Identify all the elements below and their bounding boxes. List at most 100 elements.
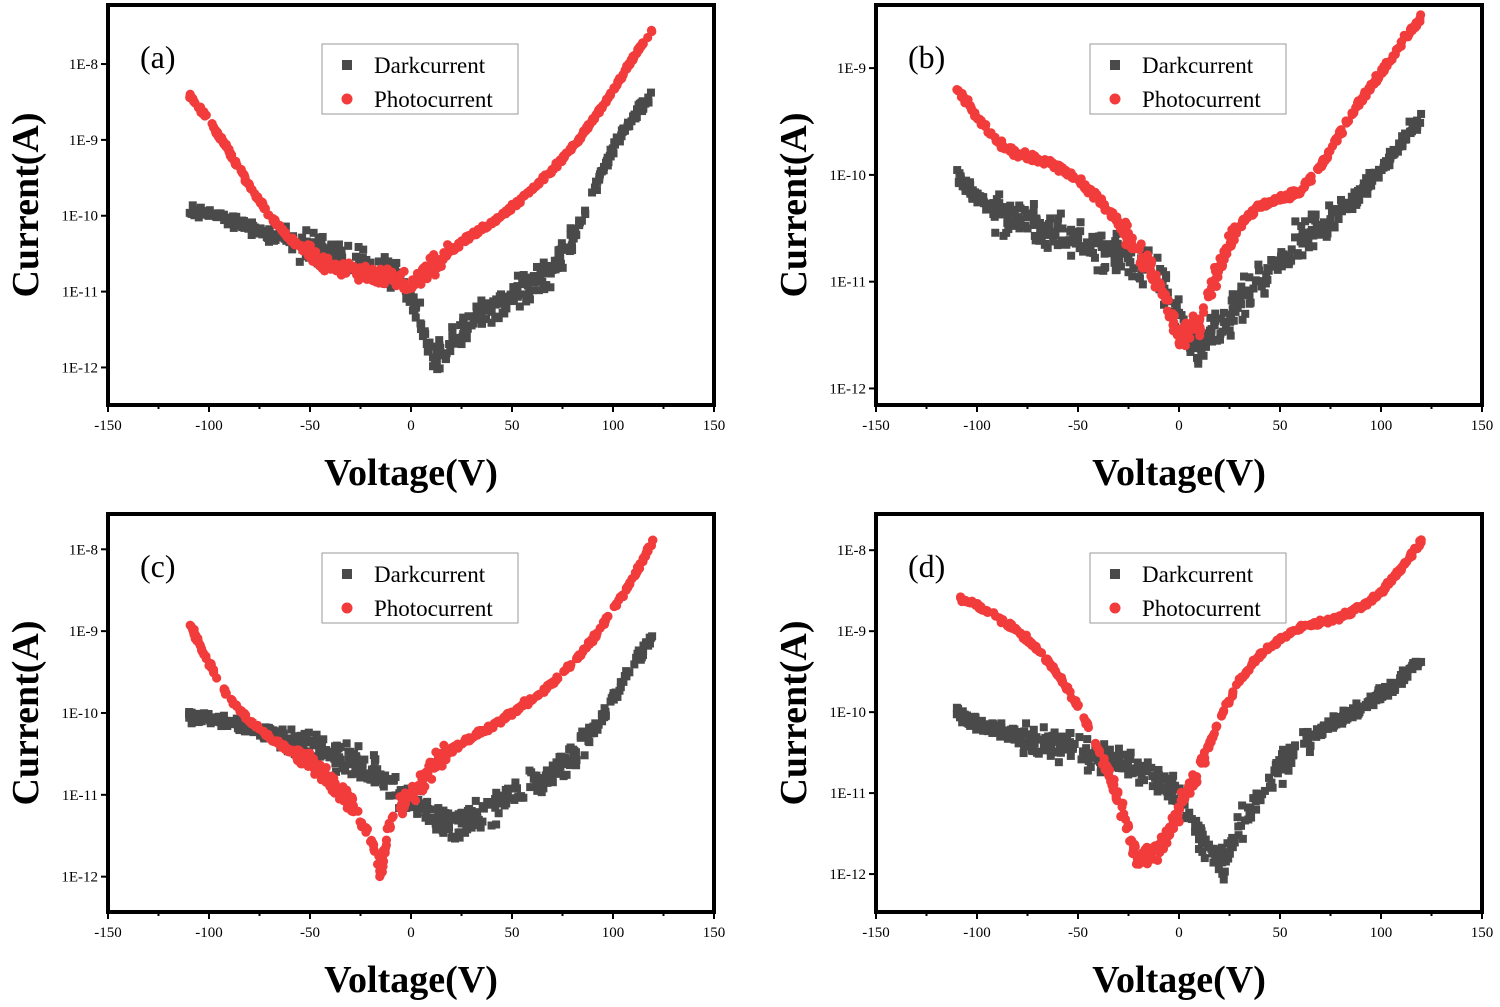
y-tick-label: 1E-8: [69, 57, 98, 73]
data-point-dark: [1226, 310, 1235, 319]
data-point-dark: [1300, 739, 1309, 748]
data-point-photo: [1116, 811, 1126, 822]
data-point-dark: [1025, 209, 1034, 218]
panel-label: (c): [140, 548, 176, 584]
panel-label: (a): [140, 39, 176, 75]
data-point-photo: [268, 216, 278, 226]
data-point-dark: [1210, 320, 1219, 329]
data-point-photo: [195, 103, 205, 114]
x-tick-label: -50: [1068, 418, 1088, 434]
data-point-dark: [1352, 699, 1361, 708]
data-point-dark: [538, 774, 547, 783]
data-point-dark: [492, 820, 501, 829]
data-point-dark: [467, 823, 476, 832]
x-axis-label: Voltage(V): [324, 452, 498, 494]
data-point-dark: [296, 731, 305, 740]
data-point-photo: [344, 258, 354, 268]
data-point-dark: [567, 755, 576, 764]
data-point-photo: [1264, 642, 1274, 652]
data-point-dark: [1044, 221, 1053, 230]
data-point-photo: [399, 278, 409, 288]
data-point-dark: [1066, 751, 1075, 760]
data-point-photo: [471, 728, 482, 738]
legend: Darkcurrent Photocurrent: [1089, 552, 1287, 624]
data-point-dark: [327, 240, 336, 249]
data-point-dark: [1124, 268, 1133, 277]
data-point-dark: [1083, 239, 1092, 248]
data-point-photo: [1250, 655, 1261, 665]
data-point-photo: [558, 153, 569, 164]
data-point-photo: [548, 679, 558, 689]
data-point-dark: [251, 223, 260, 232]
y-tick-label: 1E-10: [829, 168, 866, 184]
data-point-photo: [1165, 312, 1175, 322]
data-point-dark: [500, 795, 509, 804]
plot-area: [952, 10, 1426, 368]
legend-label: Darkcurrent: [1142, 53, 1254, 78]
data-point-dark: [1066, 729, 1075, 738]
data-point-dark: [376, 773, 385, 782]
data-point-dark: [1391, 683, 1400, 692]
data-point-dark: [421, 329, 430, 338]
data-point-dark: [1093, 266, 1102, 275]
data-point-dark: [437, 816, 446, 825]
data-point-dark: [576, 732, 585, 741]
data-point-dark: [216, 209, 225, 218]
data-point-dark: [1303, 727, 1312, 736]
series-darkcurrent: [952, 657, 1426, 884]
data-point-dark: [1004, 729, 1013, 738]
data-point-photo: [1370, 76, 1380, 87]
data-point-photo: [278, 224, 288, 234]
data-point-dark: [1067, 251, 1076, 260]
data-point-dark: [543, 778, 552, 787]
data-point-dark: [1204, 840, 1213, 849]
data-point-dark: [1198, 847, 1207, 856]
data-point-dark: [468, 818, 477, 827]
data-point-dark: [1047, 745, 1056, 754]
legend-label: Photocurrent: [374, 596, 493, 621]
y-tick-label: 1E-9: [837, 624, 866, 640]
data-point-dark: [958, 707, 967, 716]
data-point-dark: [188, 201, 197, 210]
data-point-photo: [1069, 696, 1080, 706]
x-tick-label: 150: [703, 925, 726, 941]
data-point-dark: [369, 751, 378, 760]
y-tick-label: 1E-8: [837, 543, 866, 559]
data-point-dark: [1297, 233, 1306, 242]
data-point-dark: [1091, 239, 1100, 248]
data-point-photo: [552, 672, 562, 682]
data-point-dark: [363, 770, 372, 779]
data-point-photo: [356, 822, 367, 832]
data-point-photo: [616, 74, 627, 84]
data-point-dark: [1061, 238, 1070, 247]
data-point-dark: [1362, 174, 1371, 183]
data-point-dark: [972, 725, 981, 734]
data-point-dark: [412, 299, 421, 308]
data-point-dark: [1148, 782, 1157, 791]
data-point-photo: [1188, 781, 1198, 791]
x-axis-label: Voltage(V): [1092, 452, 1266, 494]
data-point-photo: [1332, 136, 1342, 146]
data-point-dark: [346, 747, 355, 756]
data-point-photo: [599, 619, 609, 630]
data-point-dark: [527, 768, 536, 777]
data-point-dark: [351, 252, 360, 261]
data-point-photo: [1008, 150, 1019, 160]
data-point-dark: [515, 302, 524, 311]
data-point-photo: [1174, 328, 1185, 338]
data-point-dark: [598, 717, 607, 726]
data-point-photo: [231, 160, 242, 170]
data-point-dark: [533, 775, 542, 784]
data-point-dark: [422, 340, 431, 349]
data-point-dark: [1256, 277, 1265, 286]
x-axis-label: Voltage(V): [1092, 959, 1266, 1001]
data-point-dark: [513, 284, 522, 293]
data-point-dark: [1177, 311, 1186, 320]
data-point-dark: [440, 825, 449, 834]
data-point-dark: [457, 819, 466, 828]
data-point-photo: [1349, 108, 1359, 118]
data-point-photo: [214, 131, 224, 141]
data-point-dark: [486, 301, 495, 310]
data-point-photo: [1007, 619, 1017, 630]
data-point-photo: [1020, 634, 1030, 644]
